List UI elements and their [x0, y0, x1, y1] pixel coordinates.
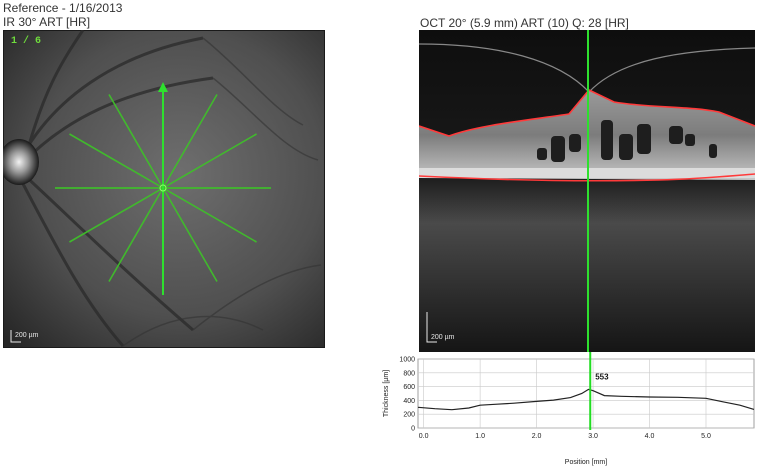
x-axis-label: Position [mm] [565, 459, 607, 466]
y-tick-label: 600 [403, 384, 415, 391]
marker-value-label: 553 [595, 373, 609, 382]
x-tick-label: 2.0 [532, 433, 542, 440]
chart-frame [417, 358, 755, 429]
thickness-profile-line [417, 388, 755, 411]
x-tick-label: 4.0 [645, 433, 655, 440]
chart-grid [417, 358, 755, 429]
y-tick-label: 1000 [399, 357, 415, 364]
fundus-image[interactable]: 1 / 6 200 µm [3, 30, 325, 348]
oct-bscan-image[interactable]: 200 µm [419, 30, 755, 352]
y-tick-label: 0 [411, 426, 415, 433]
reference-title: Reference - 1/16/2013 [3, 1, 123, 15]
fundus-scale-label: 200 µm [15, 332, 39, 339]
fundus-graphic [3, 30, 325, 348]
chart-ticks: 0 200 400 600 800 1000 0.0 1.0 2.0 3.0 4.0 5.0 [399, 357, 711, 441]
y-tick-label: 400 [403, 398, 415, 405]
x-tick-label: 1.0 [475, 433, 485, 440]
x-tick-label: 3.0 [588, 433, 598, 440]
scan-counter: 1 / 6 [11, 36, 42, 47]
x-tick-label: 5.0 [701, 433, 711, 440]
y-axis-label: Thickness [µm] [383, 370, 390, 417]
bscan-scale-label: 200 µm [431, 334, 455, 341]
bscan-graphic [419, 30, 755, 352]
y-tick-label: 800 [403, 370, 415, 377]
x-tick-label: 0.0 [419, 433, 429, 440]
oct-title: OCT 20° (5.9 mm) ART (10) Q: 28 [HR] [420, 16, 629, 30]
ir-title: IR 30° ART [HR] [3, 15, 91, 29]
y-tick-label: 200 [403, 412, 415, 419]
